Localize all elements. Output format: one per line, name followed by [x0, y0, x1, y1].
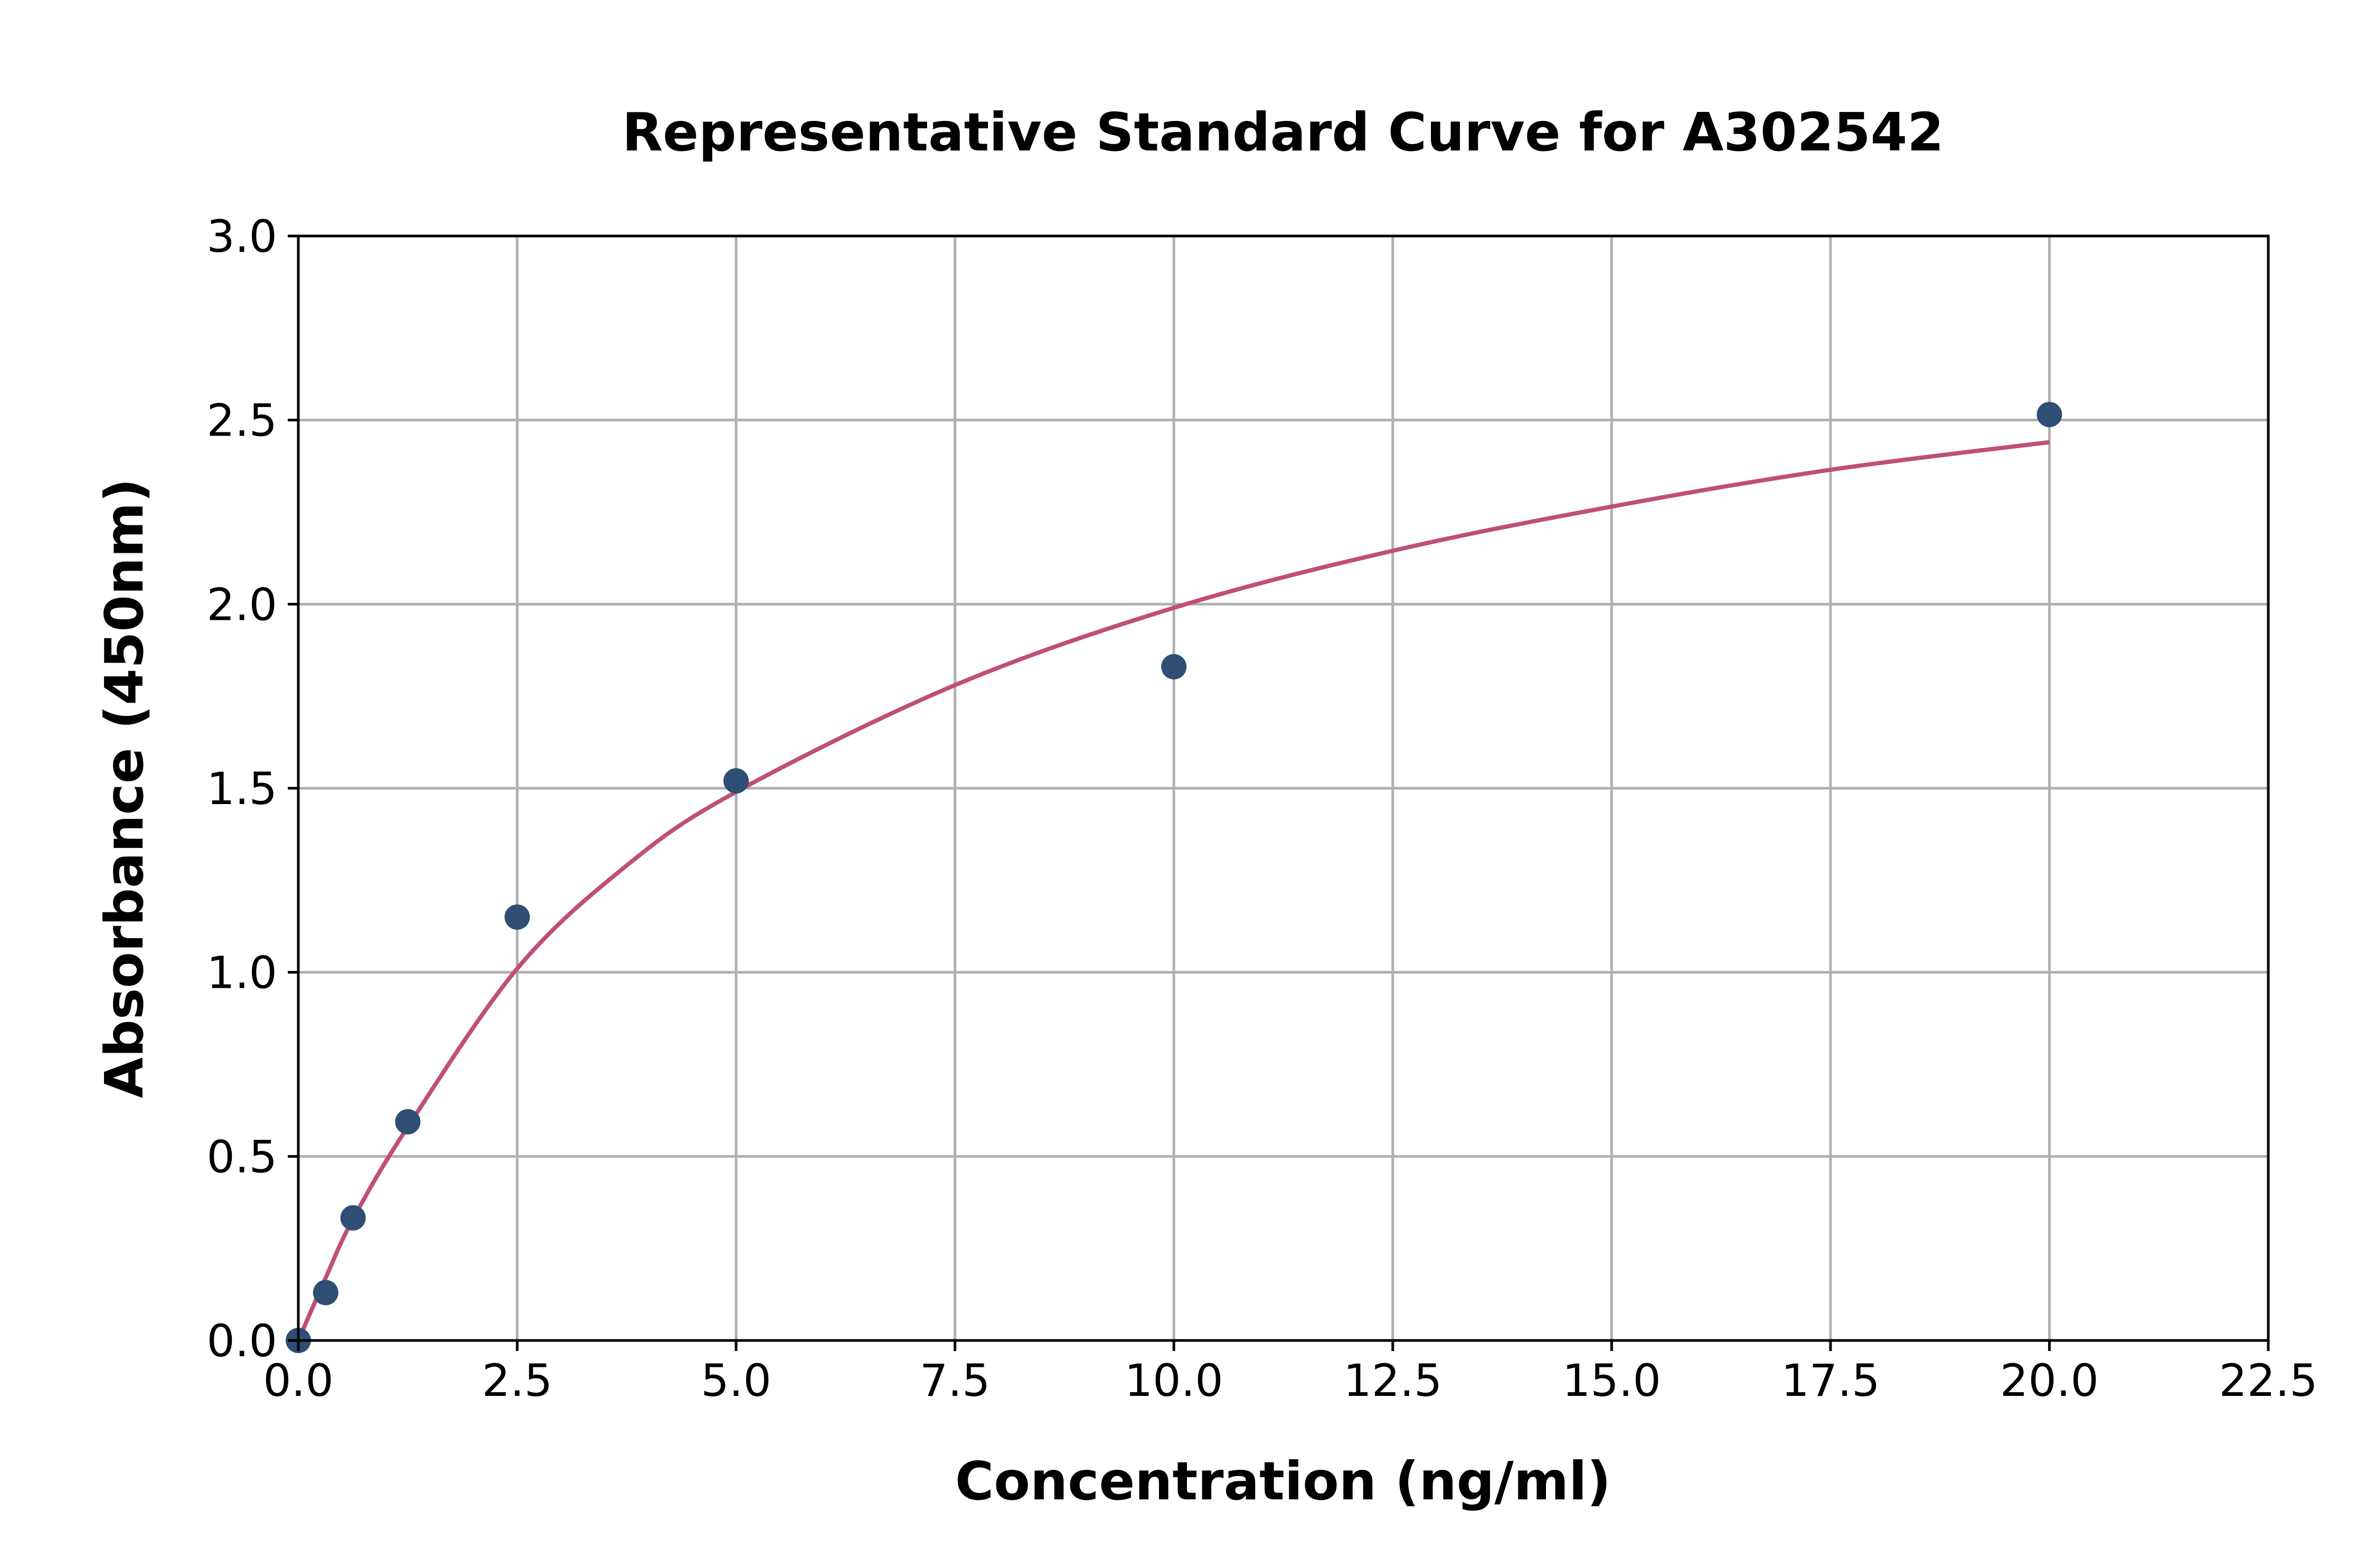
x-tick-label: 5.0: [701, 1355, 771, 1406]
chart-title: Representative Standard Curve for A30254…: [622, 101, 1944, 163]
y-tick-label: 0.0: [206, 1315, 277, 1367]
x-tick-label: 20.0: [2000, 1355, 2099, 1406]
x-axis-label: Concentration (ng/ml): [955, 1450, 1611, 1512]
x-tick-label: 7.5: [920, 1355, 991, 1406]
data-point: [2036, 402, 2062, 428]
y-tick-label: 3.0: [206, 211, 277, 262]
data-point: [723, 768, 749, 794]
x-tick-label: 10.0: [1125, 1355, 1223, 1406]
data-point: [504, 904, 530, 930]
x-tick-label: 22.5: [2219, 1355, 2317, 1406]
data-point: [395, 1109, 421, 1135]
x-tick-label: 17.5: [1781, 1355, 1880, 1406]
fit-curve: [296, 440, 2050, 1342]
y-tick-label: 2.5: [206, 395, 277, 447]
data-point: [313, 1280, 338, 1306]
y-tick-label: 1.5: [206, 763, 277, 815]
y-tick-label: 2.0: [206, 579, 277, 630]
x-tick-label: 0.0: [263, 1355, 334, 1406]
fit-curve-layer: [296, 440, 2050, 1342]
y-tick-label: 1.0: [206, 947, 277, 999]
x-axis-ticks: 0.0 2.5 5.0 7.5 10.0 12.5 15.0 17.5 20.0 22.5: [263, 1340, 2318, 1406]
y-axis-ticks: 0.0 0.5 1.0 1.5 2.0 2.5 3.0: [206, 211, 298, 1367]
x-tick-label: 12.5: [1343, 1355, 1442, 1406]
x-tick-label: 15.0: [1562, 1355, 1661, 1406]
y-tick-label: 0.5: [206, 1131, 277, 1183]
grid-lines: [297, 234, 2270, 1342]
data-point: [340, 1205, 366, 1231]
x-tick-label: 2.5: [482, 1355, 553, 1406]
data-point: [1161, 654, 1187, 679]
y-axis-label: Absorbance (450nm): [93, 478, 155, 1098]
